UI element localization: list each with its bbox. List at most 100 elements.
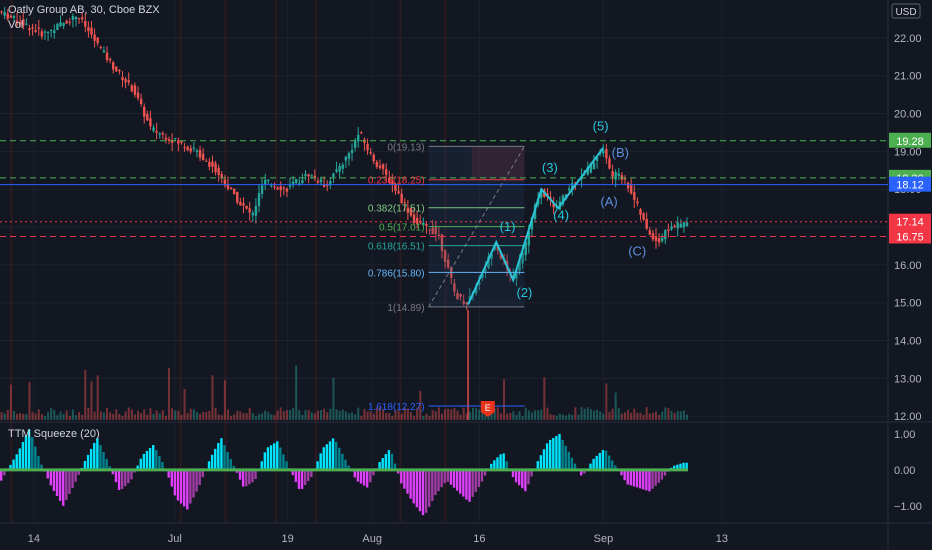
- price-tick-label: 19.00: [894, 146, 922, 158]
- squeeze-bar: [74, 469, 77, 482]
- volume-bar: [472, 407, 474, 420]
- candle-body: [282, 187, 285, 189]
- candle-body: [642, 213, 645, 220]
- squeeze-bar: [322, 447, 325, 470]
- volume-bar: [468, 411, 471, 420]
- volume-bar: [118, 413, 121, 420]
- volume-bar: [676, 411, 679, 420]
- volume-bar: [208, 411, 211, 420]
- squeeze-bar: [555, 435, 558, 470]
- squeeze-bar: [344, 459, 347, 470]
- squeeze-bar: [623, 469, 626, 481]
- squeeze-bar: [195, 469, 198, 492]
- squeeze-bar: [186, 469, 189, 510]
- candle-body: [251, 212, 254, 216]
- squeeze-bar: [176, 469, 180, 501]
- volume-bar: [354, 414, 357, 420]
- squeeze-bar: [58, 469, 62, 501]
- volume-bar: [264, 410, 267, 420]
- volume-bar: [428, 415, 431, 420]
- candle-body: [654, 236, 658, 242]
- volume-bar: [391, 415, 394, 420]
- volume-bar: [329, 408, 332, 420]
- volume-bar: [530, 412, 533, 420]
- candle-body: [9, 15, 13, 18]
- candle-body: [586, 167, 589, 175]
- candle-body: [28, 28, 31, 31]
- volume-bar: [583, 408, 586, 420]
- volume-bar: [425, 413, 428, 420]
- candle-body: [37, 27, 40, 29]
- candle-body: [518, 259, 521, 271]
- squeeze-bar: [328, 441, 332, 470]
- squeeze-bar: [645, 469, 648, 491]
- candle-body: [422, 222, 425, 226]
- squeeze-bar: [607, 455, 611, 470]
- squeeze-bar: [539, 455, 543, 470]
- candle-body: [49, 30, 53, 32]
- volume-bar: [186, 413, 189, 420]
- squeeze-bar: [316, 461, 319, 470]
- volume-bar: [25, 413, 28, 420]
- session-marker: [399, 0, 402, 522]
- symbol-legend: Oatly Group AB, 30, Cboe BZX: [8, 4, 160, 16]
- price-level-label: 16.75: [896, 231, 924, 243]
- volume-bar: [357, 407, 360, 420]
- squeeze-bar: [514, 469, 518, 483]
- candle-body: [108, 58, 112, 61]
- volume-bar: [115, 409, 118, 420]
- volume-bar: [161, 410, 164, 420]
- volume-legend: Vol: [8, 19, 23, 31]
- volume-bar: [484, 412, 487, 420]
- squeeze-bar: [18, 448, 22, 470]
- volume-bar: [394, 410, 397, 420]
- volume-bar: [571, 414, 574, 420]
- squeeze-bar: [446, 469, 450, 482]
- candle-body: [118, 69, 121, 72]
- currency-box: [891, 3, 921, 19]
- squeeze-bar: [189, 469, 192, 504]
- squeeze-bar: [465, 469, 468, 500]
- volume-bar: [3, 413, 6, 420]
- elliott-wave-label: (1): [500, 219, 516, 234]
- volume-bar: [462, 407, 465, 420]
- candle-body: [34, 30, 37, 32]
- candle-body: [285, 188, 289, 192]
- candle-body: [332, 173, 335, 177]
- volume-bar: [137, 410, 140, 420]
- volume-bar: [146, 414, 149, 420]
- candle-body: [316, 180, 320, 183]
- squeeze-bar: [455, 469, 459, 491]
- squeeze-bar: [40, 464, 43, 470]
- squeeze-bar: [347, 465, 350, 470]
- volume-bar: [633, 408, 636, 420]
- candle-body: [40, 31, 44, 37]
- squeeze-bar: [638, 469, 642, 489]
- candle-body: [236, 191, 239, 203]
- candle-body: [515, 270, 518, 279]
- squeeze-bar: [685, 462, 688, 470]
- volume-bar: [524, 407, 527, 420]
- candle-body: [366, 143, 369, 151]
- volume-bar: [99, 411, 102, 420]
- squeeze-bar: [601, 449, 605, 470]
- candle-body: [375, 161, 379, 167]
- elliott-wave-label: (C): [628, 243, 646, 258]
- candle-body: [254, 205, 258, 216]
- candle-body: [499, 251, 503, 259]
- volume-bar: [555, 415, 558, 420]
- squeeze-bar: [303, 469, 307, 485]
- volume-bar: [254, 415, 257, 420]
- volume-bar: [78, 412, 81, 420]
- squeeze-bar: [226, 452, 229, 470]
- squeeze-bar: [223, 445, 226, 470]
- candle-body: [567, 188, 571, 191]
- candle-body: [353, 140, 357, 148]
- candle-body: [512, 274, 515, 277]
- candle-body: [167, 139, 171, 141]
- squeeze-bar: [210, 454, 214, 470]
- candle-body: [388, 177, 391, 183]
- candle-body: [105, 52, 109, 60]
- candle-body: [248, 208, 251, 213]
